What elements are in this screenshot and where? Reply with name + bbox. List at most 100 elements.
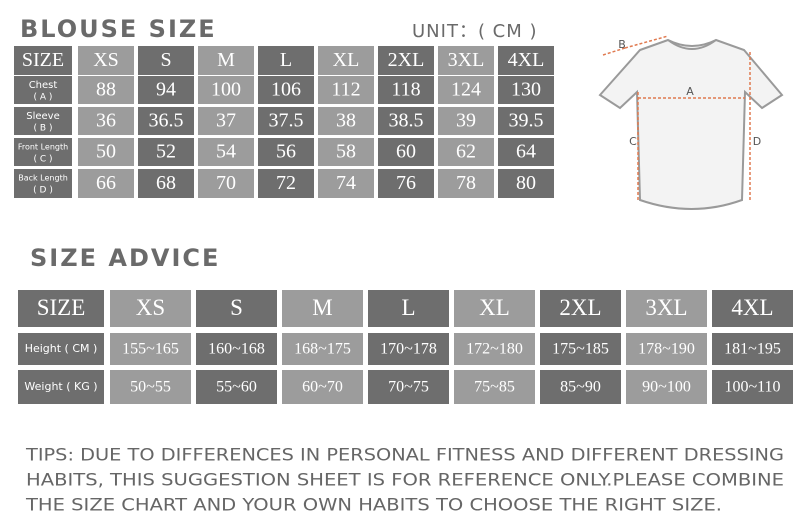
row-label-cell — [14, 107, 72, 135]
header-cell — [318, 46, 374, 75]
value-cell — [498, 169, 554, 198]
value-text: 168~175 — [294, 341, 351, 358]
value-text: 88 — [96, 79, 116, 101]
value-text: 37.5 — [269, 110, 304, 132]
value-cell — [498, 76, 554, 104]
header-text: M — [312, 295, 332, 320]
value-text: 58 — [336, 141, 356, 163]
value-cell — [438, 76, 494, 104]
value-text: 175~185 — [552, 341, 609, 358]
header-text: XS — [136, 295, 165, 320]
row-label: Sleeve — [26, 111, 60, 122]
header-text: 2XL — [559, 295, 601, 320]
value-text: 70~75 — [388, 379, 429, 396]
dimension-label: A — [686, 85, 694, 98]
value-text: 54 — [216, 141, 236, 163]
value-text: 37 — [216, 110, 236, 132]
value-cell — [258, 138, 314, 166]
value-cell — [198, 169, 254, 198]
value-text: 62 — [456, 141, 476, 163]
header-cell — [198, 46, 254, 75]
header-text: XL — [479, 295, 510, 320]
value-cell — [438, 169, 494, 198]
value-cell — [110, 333, 191, 365]
header-text: S — [160, 49, 171, 71]
value-cell — [258, 76, 314, 104]
value-cell — [138, 76, 194, 104]
header-text: 4XL — [508, 49, 545, 71]
value-text: 100 — [211, 79, 241, 101]
value-text: 106 — [271, 79, 301, 101]
blouse-title: BLOUSE SIZE — [20, 15, 217, 43]
header-cell — [626, 290, 707, 327]
row-label: Height ( CM ) — [25, 342, 98, 355]
value-text: 160~168 — [208, 341, 265, 358]
header-cell — [78, 46, 134, 75]
dimension-label: B — [618, 38, 626, 51]
header-cell — [378, 46, 434, 75]
value-cell — [196, 333, 277, 365]
header-cell — [438, 46, 494, 75]
header-cell — [282, 290, 363, 327]
row-label-cell — [14, 169, 72, 198]
row-label: Weight ( KG ) — [24, 380, 97, 393]
value-cell — [378, 76, 434, 104]
header-text: XL — [333, 49, 360, 71]
value-text: 155~165 — [122, 341, 179, 358]
unit: UNIT：( CM ) — [412, 21, 538, 42]
dimension-label: C — [629, 135, 637, 148]
value-cell — [198, 107, 254, 135]
header-text: 4XL — [731, 295, 773, 320]
value-text: 100~110 — [724, 379, 780, 396]
value-cell — [78, 169, 134, 198]
value-text: 80 — [516, 172, 536, 194]
tip-line: TIPS: DUE TO DIFFERENCES IN PERSONAL FIT… — [25, 446, 784, 465]
row-label: Chest — [29, 80, 58, 91]
value-text: 36.5 — [149, 110, 184, 132]
header-text: S — [230, 295, 243, 320]
row-label: Front Length — [18, 143, 68, 152]
value-cell — [540, 333, 621, 365]
value-text: 124 — [451, 79, 481, 101]
value-text: 130 — [511, 79, 541, 101]
value-cell — [78, 107, 134, 135]
value-cell — [438, 138, 494, 166]
value-text: 60~70 — [302, 379, 343, 396]
value-cell — [712, 370, 793, 404]
header-cell — [18, 290, 104, 327]
header-text: XS — [93, 49, 119, 71]
collar — [667, 39, 717, 50]
value-cell — [138, 138, 194, 166]
header-cell — [712, 290, 793, 327]
value-text: 172~180 — [466, 341, 523, 358]
value-cell — [78, 76, 134, 104]
value-text: 78 — [456, 172, 476, 194]
row-label: Back Length — [18, 174, 68, 183]
value-text: 94 — [156, 79, 176, 101]
value-cell — [78, 138, 134, 166]
value-cell — [454, 333, 535, 365]
value-cell — [540, 370, 621, 404]
header-cell — [258, 46, 314, 75]
value-text: 38.5 — [389, 110, 424, 132]
header-text: 3XL — [645, 295, 687, 320]
header-text: L — [280, 49, 292, 71]
value-cell — [318, 138, 374, 166]
value-cell — [378, 138, 434, 166]
dimension-label: D — [753, 135, 761, 148]
tip-line: HABITS, THIS SUGGESTION SHEET IS FOR REF… — [26, 471, 784, 490]
value-text: 38 — [336, 110, 356, 132]
value-cell — [378, 107, 434, 135]
dimension-lines — [602, 35, 751, 200]
value-text: 56 — [276, 141, 296, 163]
value-cell — [258, 169, 314, 198]
value-cell — [378, 169, 434, 198]
value-text: 68 — [156, 172, 176, 194]
row-code: ( C ) — [33, 155, 52, 165]
value-text: 75~85 — [474, 379, 515, 396]
value-text: 39.5 — [509, 110, 544, 132]
header-cell — [110, 290, 191, 327]
value-text: 118 — [391, 79, 420, 101]
header-cell — [454, 290, 535, 327]
